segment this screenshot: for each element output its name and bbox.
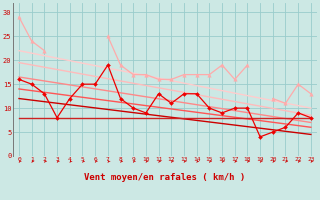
X-axis label: Vent moyen/en rafales ( km/h ): Vent moyen/en rafales ( km/h ) bbox=[84, 174, 245, 182]
